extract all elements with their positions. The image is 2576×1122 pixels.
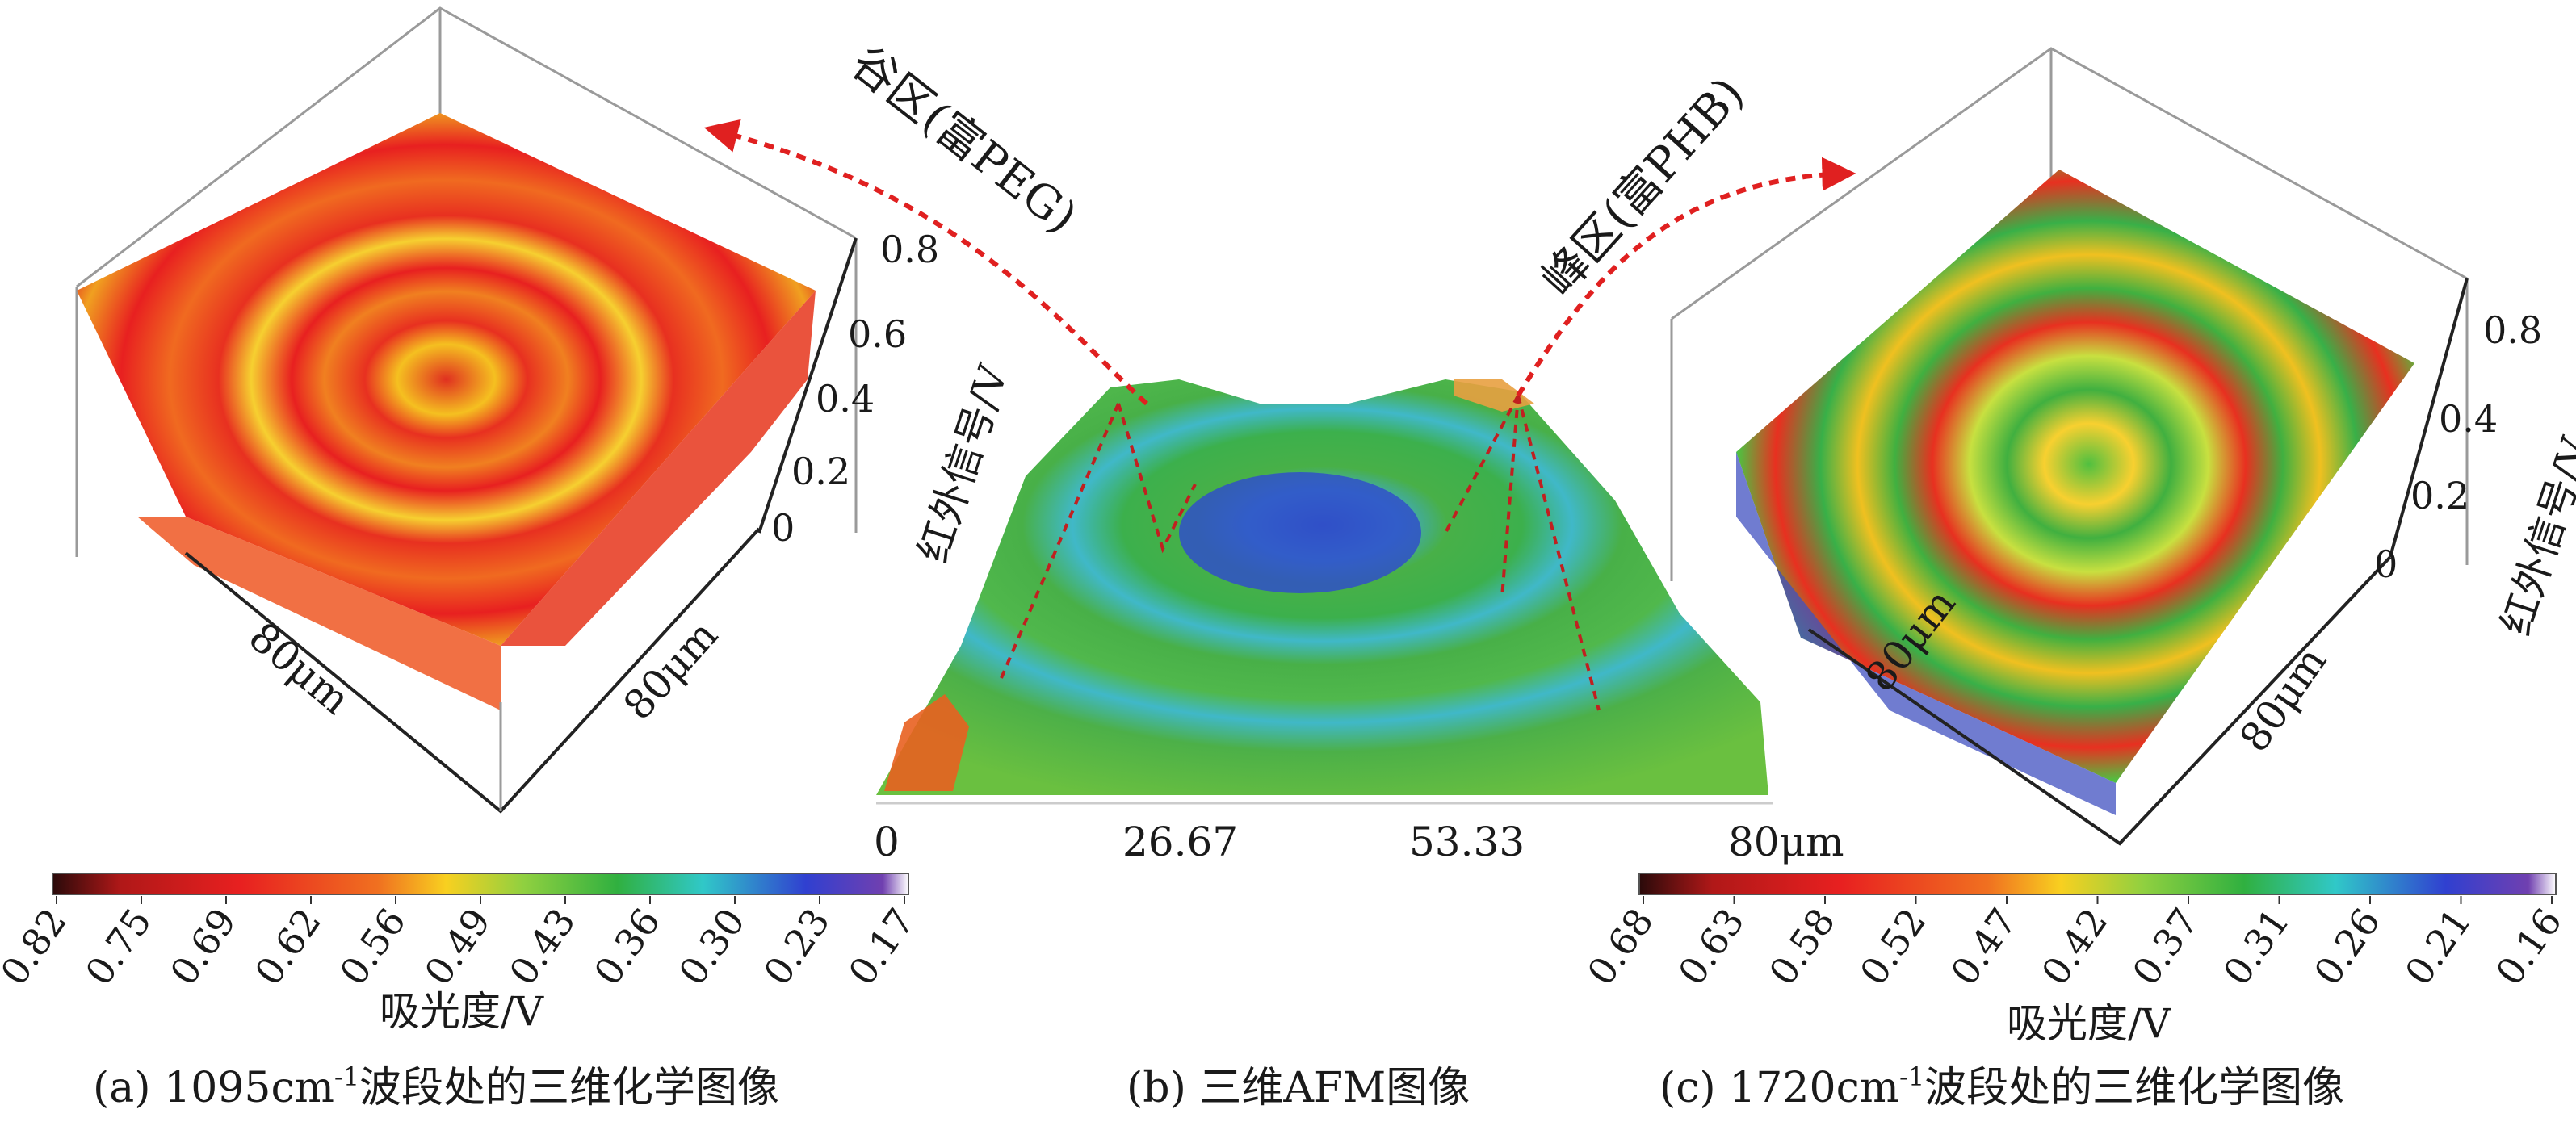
panel-c-colorbar: [1638, 873, 2557, 895]
panel-a-floor-frame: [184, 527, 761, 814]
panel-c-z-tick: 0.8: [2483, 308, 2542, 352]
panel-a-z-axis: [757, 237, 858, 534]
panel-c-colorbar-tick: 0.16: [2487, 900, 2570, 993]
panel-c-surface: [1736, 170, 2414, 783]
panel-c-colorbar-ticks: 0.68 0.63 0.58 0.52 0.47 0.42 0.37 0.31 0.26 0.21…: [1579, 896, 2570, 993]
panel-c-colorbar-tick: 0.37: [2124, 900, 2207, 993]
panel-a-z-tick: 0.8: [880, 228, 939, 271]
panel-b-afm-hotspot: [1454, 379, 1534, 412]
panel-a-colorbar-tick: 0.43: [501, 900, 584, 993]
panel-a-colorbar-tick: 0.30: [670, 900, 753, 993]
panel-a-z-tick: 0.2: [791, 450, 850, 493]
panel-c-colorbar-tick: 0.68: [1579, 900, 1662, 993]
panel-c-colorbar-label: 吸光度/V: [2007, 1000, 2171, 1047]
panel-c-z-tick: 0.4: [2439, 397, 2498, 441]
panel-c-floor-frame: [1807, 555, 2392, 846]
panel-c-z-ticks: 0.8 0.4 0.2 0: [2374, 308, 2542, 586]
panel-a-caption: (a) 1095cm-1波段处的三维化学图像: [93, 1061, 779, 1112]
panel-a-colorbar-tick: 0.62: [246, 900, 329, 993]
panel-c: 0.8 0.4 0.2 0 红外信号/V 80μm 80μm 0.68 0.63 0…: [1579, 47, 2576, 1112]
panel-a-colorbar-label: 吸光度/V: [380, 988, 544, 1035]
panel-b-caption: (b) 三维AFM图像: [1126, 1064, 1470, 1112]
panel-b-x-ticks: 0 26.67 53.33 80μm: [874, 818, 1844, 865]
panel-b-valley-annotation: 谷区(富PEG): [841, 36, 1086, 244]
panel-a-colorbar-tick: 0.49: [416, 900, 499, 993]
panel-a-z-axis-label: 红外信号/V: [909, 358, 1017, 567]
panel-a-colorbar-tick: 0.75: [77, 900, 160, 993]
panel-b-x-tick: 53.33: [1409, 818, 1525, 865]
panel-b-x-tick: 0: [874, 818, 900, 865]
panel-c-colorbar-tick: 0.47: [1942, 900, 2025, 993]
panel-a-surface: [77, 113, 816, 646]
panel-c-colorbar-tick: 0.21: [2397, 900, 2480, 993]
panel-b-afm-hotspot: [884, 694, 969, 791]
panel-a-z-tick: 0.4: [816, 377, 875, 421]
panel-b-afm-center: [1179, 472, 1421, 593]
panel-a-colorbar-tick: 0.69: [162, 900, 245, 993]
panel-c-caption: (c) 1720cm-1波段处的三维化学图像: [1659, 1061, 2344, 1112]
panel-b-peak-arrow: [1516, 157, 1856, 397]
panel-a-colorbar-tick: 0.36: [585, 900, 669, 993]
panel-c-z-axis: [2389, 278, 2469, 558]
panel-a-colorbar: [52, 873, 909, 895]
panel-a-surface-left-side: [97, 517, 501, 710]
panel-c-z-axis-label: 红外信号/V: [2492, 431, 2576, 640]
panel-b-guides: [1000, 395, 1601, 711]
panel-c-colorbar-tick: 0.63: [1670, 900, 1753, 993]
panel-a-z-tick: 0: [771, 506, 795, 550]
panel-a-colorbar-tick: 0.23: [755, 900, 838, 993]
panel-a-colorbar-ticks: 0.82 0.75 0.69 0.62 0.56 0.49 0.43 0.36 0.30 0.23…: [0, 896, 923, 993]
panel-a-colorbar-tick: 0.17: [840, 900, 923, 993]
panel-a-colorbar-tick: 0.82: [0, 900, 75, 993]
panel-b-x-tick: 26.67: [1122, 818, 1238, 865]
panel-c-z-tick: 0: [2374, 542, 2398, 586]
panel-a-colorbar-tick: 0.56: [331, 900, 414, 993]
panel-a: 0.8 0.6 0.4 0.2 0 红外信号/V 80μm 80μm 0.82 0…: [0, 6, 1017, 1112]
panel-c-colorbar-tick: 0.58: [1760, 900, 1844, 993]
panel-a-surface-right-side: [501, 291, 816, 646]
panel-b-x-tick: 80μm: [1728, 818, 1844, 865]
panel-a-z-tick: 0.6: [848, 312, 907, 356]
panel-c-colorbar-tick: 0.42: [2033, 900, 2117, 993]
panel-c-colorbar-tick: 0.31: [2215, 900, 2298, 993]
panel-c-colorbar-tick: 0.52: [1852, 900, 1935, 993]
panel-a-z-ticks: 0.8 0.6 0.4 0.2 0: [771, 228, 939, 550]
panel-b-peak-annotation: 峰区(富PHB): [1532, 68, 1754, 307]
panel-c-z-tick: 0.2: [2410, 474, 2469, 517]
panel-c-colorbar-tick: 0.26: [2305, 900, 2389, 993]
panel-c-y-label: 80μm: [2230, 638, 2335, 760]
